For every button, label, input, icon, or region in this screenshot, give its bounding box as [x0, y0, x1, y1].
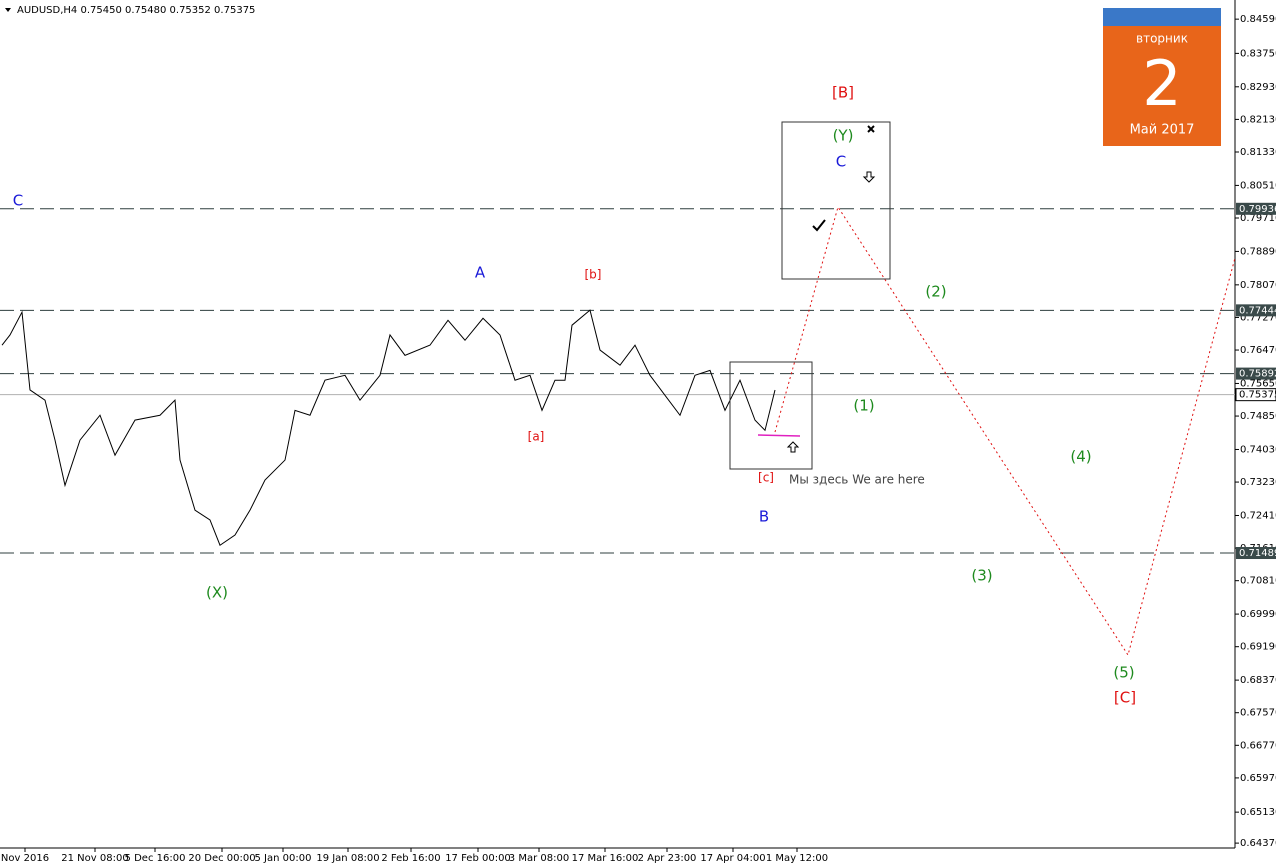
wave-label: C — [836, 153, 846, 171]
calendar: вторник 2 Май 2017 — [1103, 8, 1221, 146]
level-label-box — [1236, 304, 1276, 317]
wave-label: (3) — [971, 567, 992, 585]
wave-label: B — [759, 508, 769, 526]
level-label-box — [1236, 202, 1276, 215]
level-label-box — [1236, 367, 1276, 380]
target-box — [781, 121, 891, 280]
forecast-path — [774, 205, 1236, 657]
wave-label: (5) — [1113, 664, 1134, 682]
wave-label: A — [475, 264, 486, 282]
calendar-rings — [1103, 8, 1221, 26]
calendar-day: 2 — [1142, 47, 1181, 120]
check-icon — [812, 219, 826, 232]
support-stub — [757, 434, 801, 437]
wave-label: (Y) — [833, 127, 854, 145]
calendar-body — [1103, 8, 1221, 146]
x-tick-label: 17 Apr 04:00 — [700, 853, 765, 864]
wave-label: (2) — [925, 283, 946, 301]
wave-label: C — [13, 192, 23, 210]
wave-label: (1) — [853, 397, 874, 415]
note: Мы здесь We are here — [789, 473, 925, 487]
x-tick-label: 20 Dec 00:00 — [188, 853, 255, 864]
down-arrow-icon — [862, 171, 876, 183]
wave-label: (X) — [206, 584, 228, 602]
x-tick-label: 17 Mar 16:00 — [572, 853, 639, 864]
x-tick-label: 5 Dec 16:00 — [125, 853, 186, 864]
x-tick-label: 17 Feb 00:00 — [445, 853, 511, 864]
title-triangle — [5, 8, 11, 12]
level-label: 0.79936 — [1239, 204, 1276, 215]
x-tick-label: 2 Apr 23:00 — [638, 853, 697, 864]
x-tick-label: Nov 2016 — [1, 853, 49, 864]
up-arrow-icon — [786, 441, 800, 453]
wave-label: (4) — [1070, 448, 1091, 466]
wave-label: [a] — [528, 430, 545, 444]
level-label: 0.77444 — [1239, 305, 1276, 316]
calendar-month: Май 2017 — [1130, 123, 1195, 138]
current-price-box — [1235, 388, 1276, 402]
chart-title: AUDUSD,H4 0.75450 0.75480 0.75352 0.7537… — [17, 5, 255, 16]
level-label-box — [1236, 547, 1276, 560]
x-tick-label: 2 Feb 16:00 — [381, 853, 440, 864]
current-box — [729, 361, 813, 470]
wave-label: [c] — [758, 471, 774, 485]
level-label: 0.75892 — [1239, 369, 1276, 380]
cross-icon — [867, 125, 875, 133]
x-tick-label: 1 May 12:00 — [766, 853, 828, 864]
current-price-label: 0.75375 — [1239, 390, 1276, 401]
x-tick-label: 21 Nov 08:00 — [61, 853, 128, 864]
wave-label: [C] — [1114, 689, 1136, 707]
x-tick-label: 5 Jan 00:00 — [255, 853, 312, 864]
y-tick-label: 0.64370 — [1240, 838, 1276, 849]
wave-label: [b] — [585, 268, 602, 282]
x-tick-label: 19 Jan 08:00 — [316, 853, 379, 864]
price-line — [1, 309, 776, 546]
calendar-weekday: вторник — [1136, 32, 1188, 46]
wave-label: [B] — [832, 84, 854, 102]
x-tick-label: 3 Mar 08:00 — [509, 853, 569, 864]
level-label: 0.71489 — [1239, 548, 1276, 559]
